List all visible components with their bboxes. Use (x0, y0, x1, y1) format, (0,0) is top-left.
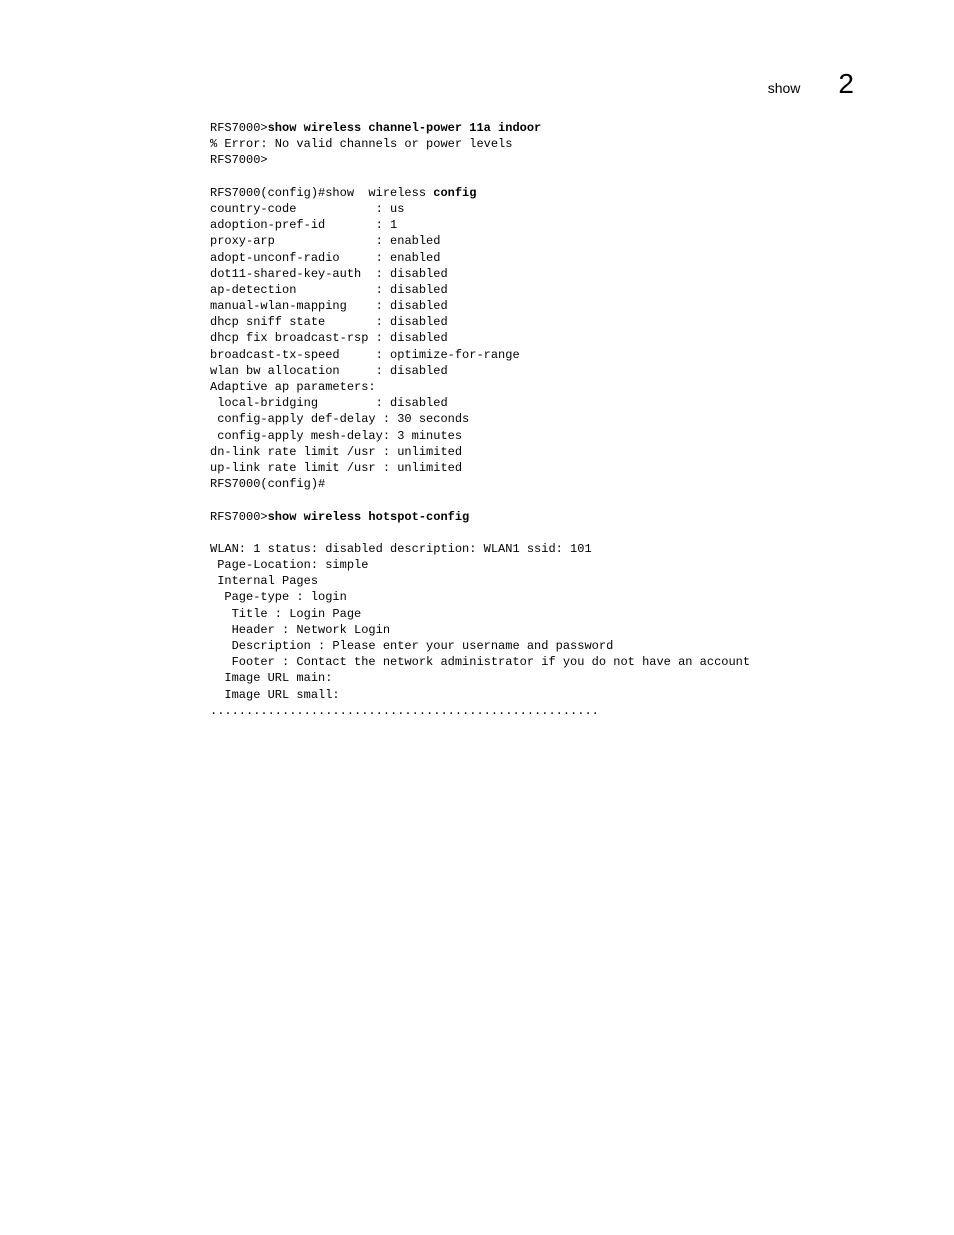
config-row: adoption-pref-id (210, 218, 376, 232)
config-val: : unlimited (383, 445, 462, 459)
output-line: Internal Pages (210, 574, 318, 588)
config-val: : optimize-for-range (376, 348, 520, 362)
code-block-channel-power: RFS7000>show wireless channel-power 11a … (210, 120, 854, 719)
content-area: RFS7000>show wireless channel-power 11a … (210, 120, 854, 719)
config-row: broadcast-tx-speed (210, 348, 376, 362)
config-row: dhcp fix broadcast-rsp (210, 331, 376, 345)
config-val: : disabled (376, 283, 448, 297)
config-val: : disabled (376, 267, 448, 281)
chapter-number: 2 (838, 68, 854, 100)
config-val: : disabled (376, 331, 448, 345)
error-line: % Error: No valid channels or power leve… (210, 137, 512, 151)
prompt: RFS7000> (210, 121, 268, 135)
header-label: show (768, 80, 801, 96)
config-row: dot11-shared-key-auth (210, 267, 376, 281)
output-line: Page-type : login (210, 590, 347, 604)
output-line: ........................................… (210, 704, 599, 718)
output-line: Image URL main: (210, 671, 332, 685)
config-val: : enabled (376, 251, 441, 265)
command: show wireless hotspot-config (268, 510, 470, 524)
output-line: WLAN: 1 status: disabled description: WL… (210, 542, 592, 556)
output-line: Header : Network Login (210, 623, 390, 637)
prompt: RFS7000(config)# (210, 477, 325, 491)
output-line: Page-Location: simple (210, 558, 368, 572)
config-row: up-link rate limit /usr (210, 461, 383, 475)
config-row: wlan bw allocation (210, 364, 376, 378)
config-row: local-bridging (210, 396, 376, 410)
prompt: RFS7000> (210, 510, 268, 524)
config-row: proxy-arp (210, 234, 376, 248)
page-header: show 2 (768, 68, 854, 100)
prompt: RFS7000(config)#show wireless (210, 186, 433, 200)
config-row: country-code (210, 202, 376, 216)
config-row: dn-link rate limit /usr (210, 445, 383, 459)
command: config (433, 186, 476, 200)
output-line: Footer : Contact the network administrat… (210, 655, 750, 669)
config-val: : unlimited (383, 461, 462, 475)
config-val: : disabled (376, 396, 448, 410)
config-val: : disabled (376, 364, 448, 378)
prompt: RFS7000> (210, 153, 268, 167)
command: show wireless channel-power 11a indoor (268, 121, 542, 135)
adaptive-header: Adaptive ap parameters: (210, 380, 376, 394)
config-val: : us (376, 202, 405, 216)
config-val: : 30 seconds (383, 412, 469, 426)
config-row: config-apply mesh-delay (210, 429, 383, 443)
output-line: Description : Please enter your username… (210, 639, 613, 653)
output-line: Image URL small: (210, 688, 340, 702)
config-row: adopt-unconf-radio (210, 251, 376, 265)
output-line: Title : Login Page (210, 607, 361, 621)
page: show 2 RFS7000>show wireless channel-pow… (0, 0, 954, 1235)
config-val: : 3 minutes (383, 429, 462, 443)
config-val: : 1 (376, 218, 398, 232)
config-val: : enabled (376, 234, 441, 248)
config-val: : disabled (376, 315, 448, 329)
config-row: ap-detection (210, 283, 376, 297)
config-val: : disabled (376, 299, 448, 313)
config-row: config-apply def-delay (210, 412, 383, 426)
config-row: manual-wlan-mapping (210, 299, 376, 313)
config-row: dhcp sniff state (210, 315, 376, 329)
